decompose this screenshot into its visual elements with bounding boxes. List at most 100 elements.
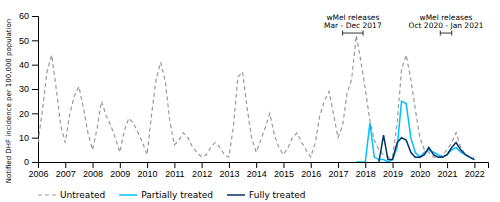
- x-tick-label: 2010: [138, 169, 158, 179]
- legend-item: Fully treated: [227, 190, 305, 200]
- x-tick-label: 2012: [192, 169, 212, 179]
- x-tick-label: 2011: [165, 169, 184, 179]
- y-tick-mark: [32, 113, 38, 114]
- x-tick: 2017: [328, 162, 348, 179]
- x-tick: 2022: [465, 162, 485, 179]
- annotation-text-line: Oct 2020 - Jan 2021: [409, 21, 484, 30]
- y-axis-line: [32, 17, 39, 163]
- x-tick-mark: [338, 162, 339, 168]
- annotation-bar: [440, 31, 451, 36]
- y-tick-label: 60: [19, 11, 29, 21]
- annotation-bar-end: [342, 31, 343, 36]
- x-tick: 2012: [192, 162, 212, 179]
- y-axis: 0 10 20 30 40 50 60: [19, 11, 39, 167]
- x-tick: 2009: [110, 162, 130, 179]
- annotation-text-line: Mar - Dec 2017: [324, 21, 382, 30]
- x-tick-mark: [256, 162, 257, 168]
- y-tick-mark: [32, 40, 38, 41]
- y-tick: 60: [19, 11, 38, 21]
- x-tick-label: 2015: [274, 169, 294, 179]
- x-tick-label: 2016: [301, 169, 321, 179]
- x-tick-mark: [311, 162, 312, 168]
- y-tick-label: 0: [24, 157, 29, 167]
- y-tick: 0: [24, 157, 38, 167]
- x-tick-mark: [365, 162, 366, 168]
- annotation-bar-line: [343, 33, 363, 34]
- x-tick: 2014: [247, 162, 267, 179]
- y-tick-label: 20: [19, 109, 29, 119]
- x-tick-label: 2008: [83, 169, 103, 179]
- x-tick-label: 2020: [410, 169, 430, 179]
- legend: Untreated Partially treated Fully treated: [38, 190, 305, 200]
- x-tick: 2021: [438, 162, 458, 179]
- x-tick: 2007: [56, 162, 76, 179]
- x-tick-mark: [202, 162, 203, 168]
- legend-item: Untreated: [38, 190, 105, 200]
- legend-swatch: [227, 194, 245, 196]
- x-tick-label: 2019: [383, 169, 403, 179]
- legend-label: Fully treated: [249, 190, 305, 200]
- x-tick: 2013: [219, 162, 239, 179]
- annotation-bar-line: [440, 33, 451, 34]
- series-line: [38, 35, 474, 157]
- plot-area: [38, 35, 474, 162]
- x-tick-label: 2021: [438, 169, 458, 179]
- x-tick-mark: [65, 162, 66, 168]
- x-tick-mark: [93, 162, 94, 168]
- y-tick-label: 30: [19, 84, 29, 94]
- annotation-bar: [343, 31, 363, 36]
- x-tick-label: 2022: [465, 169, 485, 179]
- x-tick-mark: [174, 162, 175, 168]
- y-tick-mark: [32, 16, 38, 17]
- x-tick: 2015: [274, 162, 294, 179]
- y-tick-mark: [32, 162, 38, 163]
- x-tick-mark: [447, 162, 448, 168]
- chart: 2006200720082009201020112012201320142015…: [0, 0, 500, 202]
- legend-label: Untreated: [60, 190, 105, 200]
- x-tick: 2020: [410, 162, 430, 179]
- x-axis: 2006 2007 2008 2009 2010 2011 2012 2013 2014 2015…: [28, 162, 488, 179]
- annotations: wMel releasesMar - Dec 2017 wMel releases…: [324, 13, 484, 36]
- annotation-bar-end: [440, 31, 441, 36]
- x-tick-mark: [283, 162, 284, 168]
- y-tick: 40: [19, 60, 38, 70]
- x-axis-line: [39, 163, 489, 169]
- y-tick-label: 10: [19, 133, 29, 143]
- x-tick-mark: [229, 162, 230, 168]
- series-line: [379, 135, 474, 162]
- y-tick: 50: [19, 36, 38, 46]
- x-tick: 2010: [138, 162, 158, 179]
- annotation-text: wMel releasesOct 2020 - Jan 2021: [409, 13, 484, 31]
- y-tick: 20: [19, 109, 38, 119]
- y-tick-mark: [32, 65, 38, 66]
- x-tick-mark: [420, 162, 421, 168]
- x-tick: 2011: [165, 162, 184, 179]
- y-tick-label: 40: [19, 60, 29, 70]
- x-tick-mark: [393, 162, 394, 168]
- x-tick-label: 2006: [28, 169, 48, 179]
- legend-swatch: [38, 194, 56, 195]
- legend-swatch: [119, 194, 137, 196]
- annotation-bar-end: [363, 31, 364, 36]
- y-axis-title: Notified DHF incidence per 100,000 popul…: [5, 19, 13, 184]
- x-tick: 2018: [356, 162, 376, 179]
- x-tick-label: 2014: [247, 169, 267, 179]
- x-tick: 2008: [83, 162, 103, 179]
- y-tick-label: 50: [19, 36, 29, 46]
- x-tick: 2016: [301, 162, 321, 179]
- x-tick: 2006: [28, 162, 48, 179]
- x-tick-label: 2018: [356, 169, 376, 179]
- x-tick-label: 2013: [219, 169, 239, 179]
- legend-label: Partially treated: [141, 190, 213, 200]
- x-tick-label: 2009: [110, 169, 130, 179]
- y-tick-mark: [32, 138, 38, 139]
- y-tick: 30: [19, 84, 38, 94]
- x-tick-mark: [147, 162, 148, 168]
- x-tick-mark: [474, 162, 475, 168]
- y-tick: 10: [19, 133, 38, 143]
- y-tick-mark: [32, 89, 38, 90]
- annotation-text: wMel releasesMar - Dec 2017: [324, 13, 382, 31]
- series-line: [356, 101, 474, 162]
- x-tick: 2019: [383, 162, 403, 179]
- x-tick-label: 2017: [328, 169, 348, 179]
